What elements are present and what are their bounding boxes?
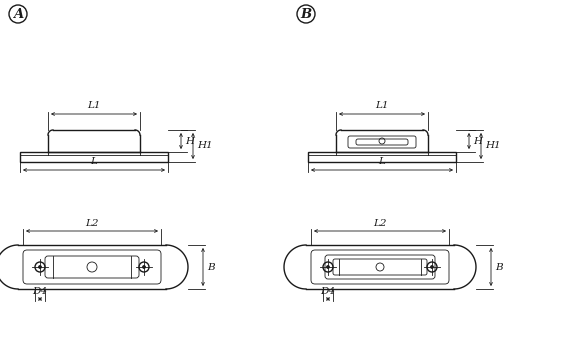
- FancyBboxPatch shape: [333, 259, 427, 275]
- Text: H: H: [185, 136, 194, 146]
- FancyBboxPatch shape: [45, 256, 139, 278]
- Text: B: B: [207, 262, 215, 272]
- Circle shape: [143, 266, 145, 268]
- FancyBboxPatch shape: [348, 136, 416, 148]
- Text: L1: L1: [375, 101, 389, 111]
- Text: H1: H1: [485, 141, 501, 151]
- FancyBboxPatch shape: [23, 250, 161, 284]
- Text: L: L: [378, 157, 385, 166]
- Text: L: L: [91, 157, 97, 166]
- Bar: [308, 152, 456, 162]
- Circle shape: [39, 266, 41, 268]
- FancyBboxPatch shape: [325, 255, 435, 279]
- Text: A: A: [13, 7, 23, 20]
- Text: L2: L2: [85, 218, 99, 227]
- FancyBboxPatch shape: [356, 139, 408, 145]
- Text: L1: L1: [87, 101, 101, 111]
- Circle shape: [327, 266, 329, 268]
- Text: H: H: [473, 136, 482, 146]
- Text: L2: L2: [373, 218, 387, 227]
- FancyBboxPatch shape: [311, 250, 449, 284]
- Text: B: B: [495, 262, 503, 272]
- Circle shape: [431, 266, 433, 268]
- Bar: [20, 152, 168, 162]
- Text: H1: H1: [197, 141, 212, 151]
- Text: D4: D4: [321, 287, 335, 296]
- Text: B: B: [300, 7, 311, 20]
- Text: D4: D4: [33, 287, 48, 296]
